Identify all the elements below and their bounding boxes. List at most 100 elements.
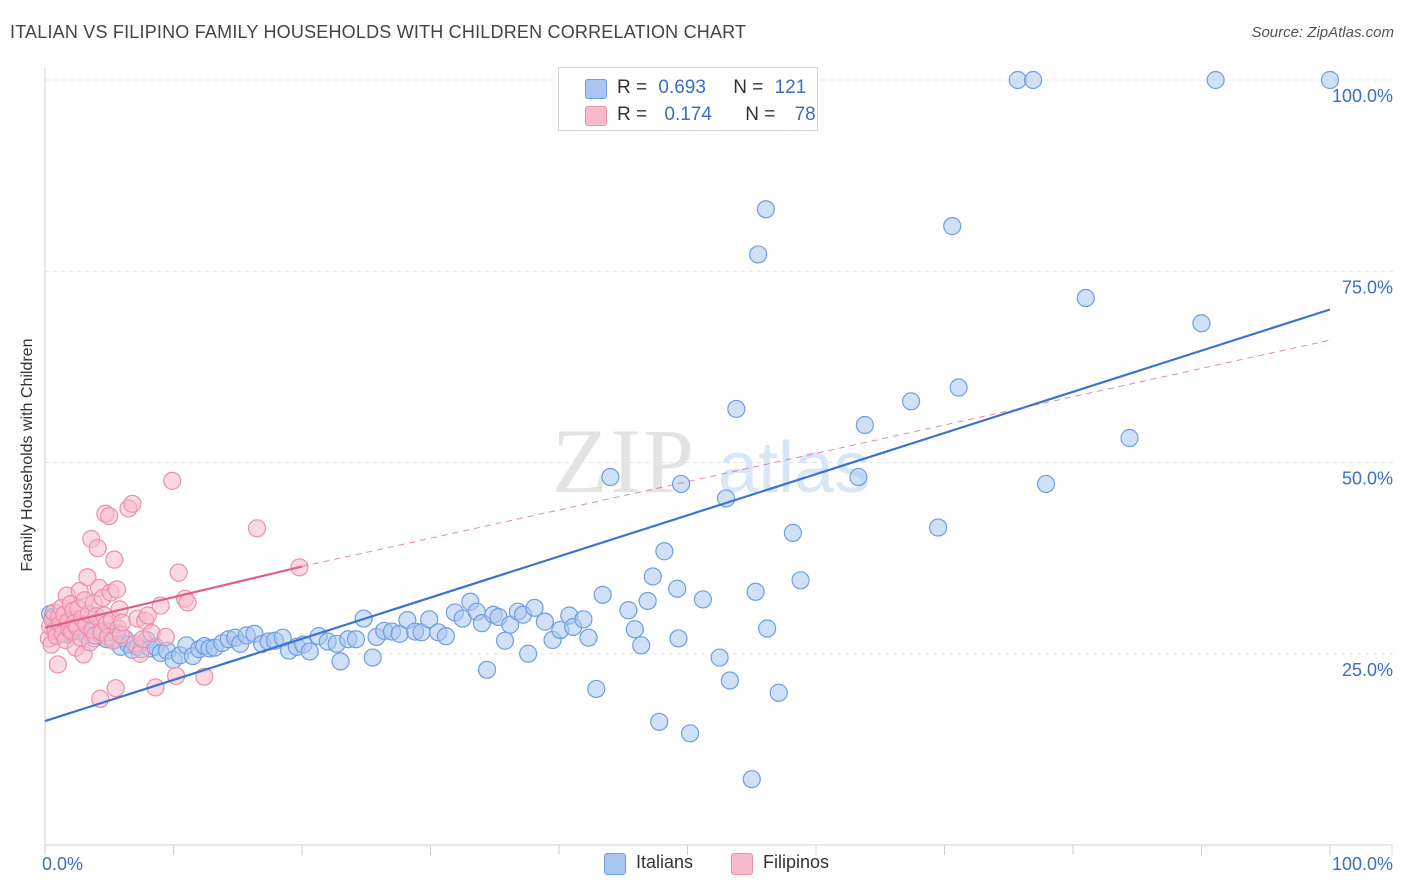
legend-n-value: 78 — [794, 104, 816, 125]
italians-point — [574, 610, 593, 629]
italians-point — [758, 619, 777, 638]
italians-point — [720, 671, 740, 690]
series-filipinos-points — [39, 471, 309, 708]
filipinos-point — [107, 580, 127, 599]
italians-point — [671, 474, 691, 494]
italians-point — [495, 631, 515, 650]
legend-row-italians: R = 0.693 N = 121 — [559, 74, 817, 102]
italians-point — [1008, 70, 1027, 90]
filipinos-point — [48, 655, 67, 674]
italians-point — [943, 217, 962, 236]
y-tick-label: 25.0% — [1342, 660, 1393, 680]
legend-n-value: 121 — [774, 77, 807, 98]
filipinos-point — [163, 471, 182, 490]
italians-point — [949, 378, 968, 397]
italians-point — [643, 567, 662, 586]
italians-point — [525, 598, 544, 617]
legend-label-filipinos: Filipinos — [763, 852, 830, 872]
italians-point — [579, 628, 598, 647]
watermark-atlas: atlas — [718, 428, 870, 508]
watermark-zip: ZIP — [552, 410, 696, 512]
italians-point — [519, 644, 538, 663]
grid-lines — [45, 79, 1395, 655]
legend-swatch-filipinos — [731, 853, 753, 875]
italians-point — [436, 627, 456, 646]
italians-point — [331, 652, 350, 671]
italians-point — [650, 712, 669, 731]
italians-point — [655, 542, 674, 561]
italians-point — [1192, 314, 1211, 333]
filipinos-point — [178, 593, 197, 612]
legend-r-value: 0.693 — [658, 77, 706, 98]
italians-point — [619, 601, 638, 620]
italians-point — [769, 683, 788, 702]
trend-lines — [44, 308, 1331, 723]
italians-point — [756, 200, 775, 219]
legend-n-label: N = — [733, 77, 764, 98]
italians-point — [849, 467, 868, 487]
italians-point — [669, 629, 688, 648]
italians-point — [363, 648, 382, 667]
legend-r-label: R = — [617, 77, 648, 98]
italians-point — [300, 642, 319, 661]
italians-point — [632, 636, 651, 655]
italians-point — [625, 620, 644, 639]
italians-point — [693, 590, 713, 609]
filipinos-point — [169, 563, 188, 582]
italians-point — [1206, 70, 1225, 90]
legend-item-italians[interactable]: Italians — [604, 852, 694, 875]
legend-r-value: 0.174 — [664, 104, 712, 125]
italians-point — [1320, 70, 1340, 90]
filipinos-trend-line — [44, 565, 303, 629]
filipinos-point — [123, 494, 142, 513]
italians-point — [1036, 474, 1056, 494]
italians-point — [638, 591, 657, 611]
chart-title: ITALIAN VS FILIPINO FAMILY HOUSEHOLDS WI… — [10, 22, 747, 42]
legend-swatch-italians — [604, 853, 626, 875]
filipinos-point — [138, 606, 157, 625]
italians-point — [535, 612, 554, 631]
correlation-legend: R = 0.693 N = 121 R = 0.174 N = 78 — [558, 67, 818, 131]
italians-point — [1076, 288, 1095, 308]
filipinos-point — [156, 627, 175, 647]
tick-labels: 25.0% 50.0% 75.0% 100.0% 0.0% 100.0% — [42, 86, 1393, 874]
italians-point — [680, 724, 700, 743]
legend-item-filipinos[interactable]: Filipinos — [731, 852, 830, 875]
legend-swatch-italians — [585, 79, 607, 99]
italians-trend-line — [44, 308, 1331, 723]
italians-point — [601, 467, 620, 487]
italians-point — [928, 518, 948, 537]
italians-point — [791, 571, 810, 590]
filipinos-point — [106, 679, 125, 698]
italians-point — [1120, 428, 1139, 448]
series-italians-points — [41, 70, 1340, 789]
legend-label-italians: Italians — [636, 852, 694, 872]
italians-point — [783, 523, 802, 542]
italians-point — [742, 770, 761, 789]
italians-point — [710, 648, 729, 667]
legend-row-filipinos: R = 0.174 N = 78 — [559, 101, 817, 129]
italians-point — [901, 392, 921, 411]
filipinos-point — [105, 550, 124, 569]
italians-point — [749, 245, 768, 264]
axes — [44, 68, 1393, 855]
filipinos-point — [88, 539, 107, 558]
filipinos-point — [78, 568, 97, 587]
italians-point — [477, 660, 497, 679]
y-tick-label: 75.0% — [1342, 277, 1393, 297]
legend-n-label: N = — [745, 104, 776, 125]
italians-point — [668, 579, 687, 598]
italians-point — [855, 415, 874, 435]
source-label: Source: ZipAtlas.com — [1251, 24, 1394, 41]
y-tick-label: 50.0% — [1342, 469, 1393, 489]
x-tick-label: 0.0% — [42, 854, 83, 874]
filipinos-point — [112, 613, 132, 632]
italians-point — [727, 399, 746, 419]
italians-point — [1024, 70, 1043, 90]
legend-r-label: R = — [617, 104, 648, 125]
italians-point — [346, 630, 366, 649]
legend-swatch-filipinos — [585, 106, 607, 126]
y-tick-label: 100.0% — [1332, 86, 1393, 106]
filipinos-point — [247, 519, 267, 538]
